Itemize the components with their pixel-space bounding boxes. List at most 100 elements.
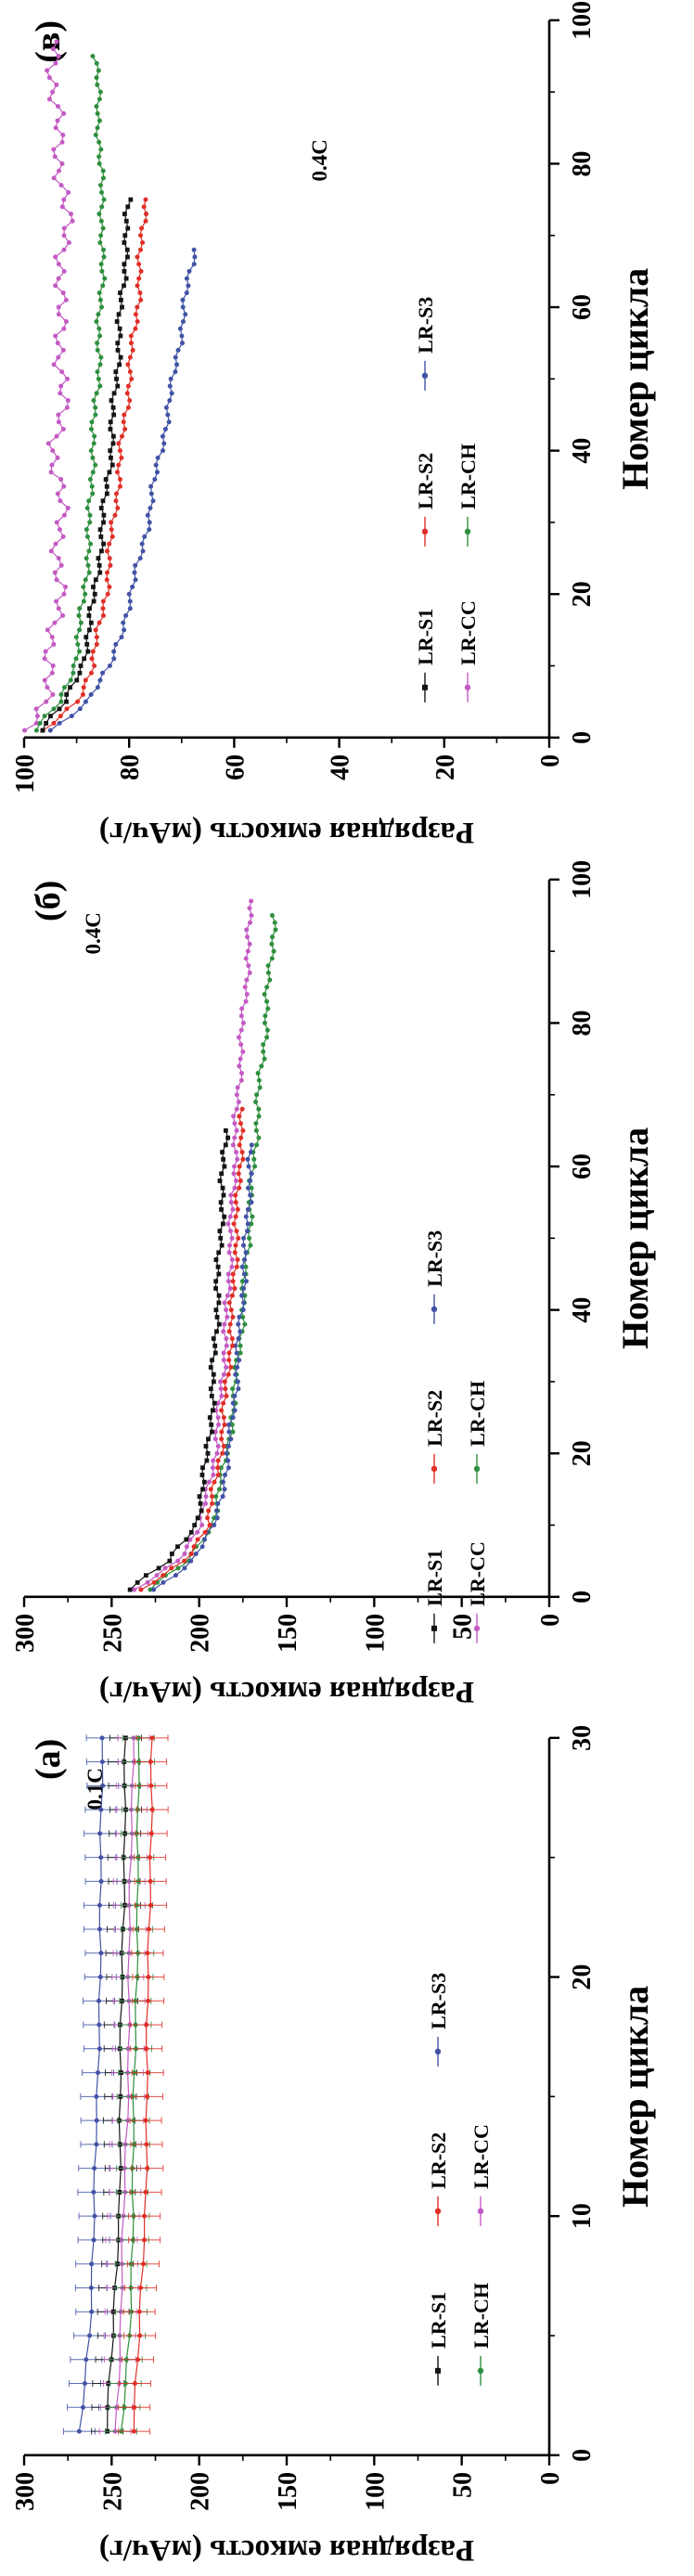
circle-marker bbox=[220, 1450, 225, 1456]
square-marker bbox=[216, 1321, 222, 1327]
circle-marker bbox=[147, 520, 152, 525]
circle-marker bbox=[93, 406, 98, 411]
circle-marker bbox=[222, 1321, 227, 1327]
circle-marker bbox=[233, 1192, 238, 1198]
square-marker bbox=[44, 721, 49, 727]
circle-marker bbox=[228, 1228, 234, 1233]
circle-marker bbox=[253, 1099, 259, 1104]
circle-marker bbox=[48, 548, 54, 554]
legend-entry-LR-CH: LR-CH bbox=[469, 2283, 493, 2386]
square-marker bbox=[123, 219, 129, 225]
x-tick-label: 100 bbox=[568, 1, 597, 40]
circle-marker bbox=[138, 269, 144, 275]
circle-marker bbox=[250, 1214, 255, 1219]
circle-marker bbox=[56, 312, 61, 317]
square-marker bbox=[92, 592, 97, 597]
circle-marker bbox=[51, 706, 57, 712]
square-marker bbox=[114, 377, 119, 382]
circle-marker bbox=[234, 1091, 239, 1097]
circle-marker bbox=[226, 1429, 232, 1435]
circle-marker bbox=[247, 1235, 252, 1241]
circle-marker bbox=[236, 1099, 241, 1104]
circle-marker bbox=[57, 169, 62, 174]
circle-marker bbox=[186, 269, 192, 275]
circle-marker bbox=[63, 585, 69, 590]
circle-marker bbox=[224, 1393, 229, 1398]
circle-marker bbox=[235, 1364, 240, 1370]
circle-marker bbox=[90, 649, 96, 654]
circle-marker bbox=[226, 1249, 232, 1255]
circle-marker bbox=[154, 1572, 160, 1578]
square-marker bbox=[64, 692, 70, 698]
circle-marker bbox=[52, 620, 58, 625]
square-marker bbox=[118, 355, 123, 360]
square-marker bbox=[214, 1329, 219, 1333]
circle-marker bbox=[69, 714, 74, 719]
circle-marker bbox=[211, 1472, 216, 1477]
legend-square-marker bbox=[435, 2367, 441, 2374]
square-marker bbox=[220, 1149, 225, 1154]
circle-marker bbox=[100, 169, 106, 174]
circle-marker bbox=[95, 369, 100, 375]
circle-marker bbox=[195, 1529, 200, 1535]
circle-marker bbox=[249, 1221, 254, 1227]
circle-marker bbox=[226, 1357, 232, 1362]
legend-entry-LR-CC: LR-CC bbox=[466, 1541, 489, 1643]
circle-marker bbox=[161, 441, 167, 446]
circle-marker bbox=[94, 2118, 99, 2123]
circle-marker bbox=[226, 1328, 232, 1333]
circle-marker bbox=[85, 563, 91, 569]
circle-marker bbox=[245, 1185, 251, 1191]
circle-marker bbox=[241, 1300, 247, 1306]
circle-marker bbox=[128, 341, 134, 346]
circle-marker bbox=[212, 1479, 217, 1485]
circle-marker bbox=[142, 2213, 148, 2219]
x-tick-label: 20 bbox=[568, 1440, 597, 1466]
circle-marker bbox=[87, 477, 93, 483]
circle-marker bbox=[68, 677, 73, 683]
circle-marker bbox=[96, 68, 101, 73]
circle-marker bbox=[135, 319, 140, 325]
circle-marker bbox=[94, 75, 99, 81]
circle-marker bbox=[238, 1178, 243, 1183]
circle-marker bbox=[88, 427, 94, 432]
square-marker bbox=[108, 419, 113, 425]
circle-marker bbox=[133, 312, 138, 317]
circle-marker bbox=[95, 111, 100, 117]
circle-marker bbox=[56, 419, 61, 425]
y-tick-label: 40 bbox=[327, 754, 355, 780]
square-marker bbox=[117, 327, 122, 331]
circle-marker bbox=[122, 427, 128, 432]
square-marker bbox=[192, 1522, 198, 1527]
legend-entry-LR-S2: LR-S2 bbox=[414, 453, 437, 547]
circle-marker bbox=[61, 269, 67, 275]
circle-marker bbox=[230, 1314, 236, 1320]
circle-marker bbox=[233, 1243, 238, 1248]
panel-root: 0 20 40 60 80 100 0 50 100 150 200 250 300 Номер цикл… bbox=[11, 860, 656, 1708]
circle-marker bbox=[59, 161, 65, 167]
circle-marker bbox=[91, 398, 96, 404]
circle-marker bbox=[97, 183, 103, 188]
circle-marker bbox=[228, 1307, 234, 1312]
circle-marker bbox=[92, 663, 97, 669]
circle-marker bbox=[50, 692, 56, 698]
circle-marker bbox=[135, 2357, 141, 2363]
circle-marker bbox=[214, 1450, 220, 1456]
circle-marker bbox=[155, 456, 161, 461]
circle-marker bbox=[230, 1414, 236, 1420]
circle-marker bbox=[56, 54, 61, 59]
circle-marker bbox=[191, 262, 197, 267]
circle-marker bbox=[98, 354, 104, 360]
circle-marker bbox=[83, 677, 88, 683]
circle-marker bbox=[98, 1855, 104, 1861]
circle-marker bbox=[96, 154, 102, 160]
circle-marker bbox=[226, 1300, 232, 1306]
legend-circle-marker bbox=[473, 1465, 481, 1472]
circle-marker bbox=[235, 1206, 240, 1212]
legend-square-marker bbox=[431, 1625, 437, 1631]
circle-marker bbox=[46, 75, 52, 81]
circle-marker bbox=[254, 1091, 260, 1097]
circle-marker bbox=[116, 441, 122, 446]
circle-marker bbox=[240, 1243, 246, 1248]
circle-marker bbox=[89, 484, 95, 490]
